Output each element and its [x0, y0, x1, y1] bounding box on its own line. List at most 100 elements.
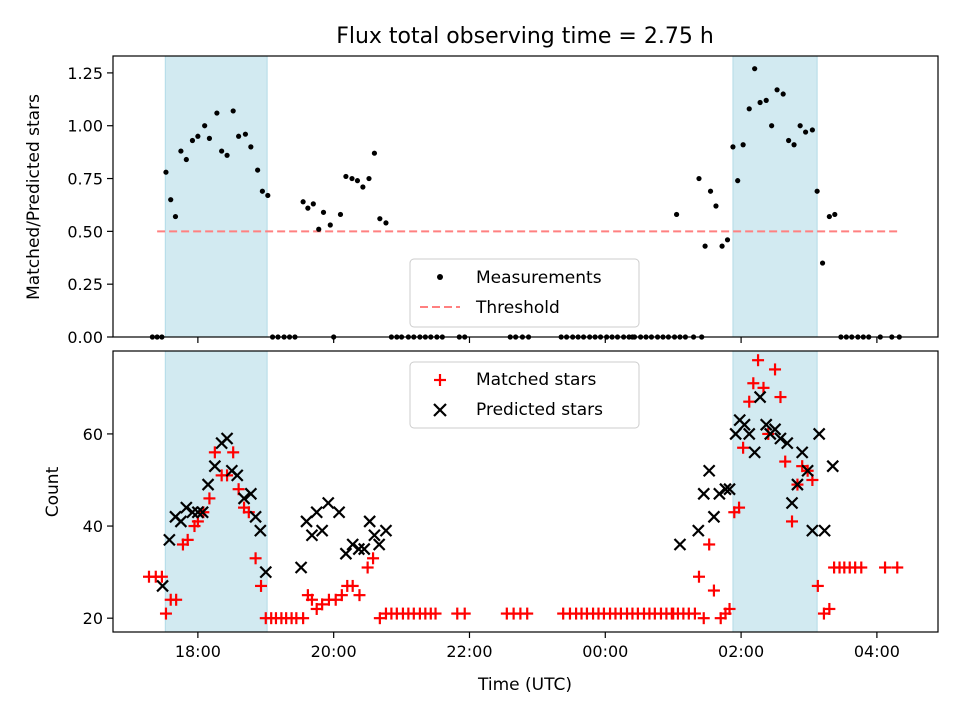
matched-stars-point [769, 363, 782, 376]
measurement-point [337, 211, 344, 218]
predicted-stars-point [795, 446, 809, 459]
predicted-stars-point [300, 515, 313, 528]
chart-title: Flux total observing time = 2.75 h [336, 24, 714, 49]
measurement-point [724, 237, 731, 243]
predicted-stars-point [379, 524, 393, 537]
measurement-point [713, 203, 719, 209]
measurement-point [230, 108, 236, 114]
predicted-stars-point [321, 496, 335, 510]
predicted-stars-point [230, 469, 244, 482]
measurement-point [719, 243, 725, 249]
predicted-stars-point [738, 418, 751, 431]
bottom-y-tick-label: 20 [83, 609, 103, 628]
matched-stars-point [170, 593, 183, 606]
measurement-point [797, 123, 803, 129]
matched-stars-point [458, 607, 471, 620]
measurement-point [752, 66, 758, 72]
predicted-stars-point [774, 432, 787, 445]
predicted-stars-point [310, 505, 323, 519]
matched-stars-point [811, 579, 824, 592]
top-y-tick-label: 0.75 [67, 170, 103, 189]
matched-stars-point [703, 538, 716, 551]
matched-stars-point [155, 570, 168, 583]
predicted-stars-point [742, 427, 756, 441]
measurement-point [371, 150, 378, 156]
predicted-stars-point [806, 524, 819, 537]
x-tick-label: 02:00 [718, 642, 764, 661]
measurement-point [255, 167, 261, 173]
measurement-point [366, 175, 372, 182]
measurement-point [746, 106, 752, 112]
legend-marker-measurements [437, 274, 443, 280]
measurement-point [172, 213, 179, 220]
measurement-point [265, 192, 271, 199]
predicted-stars-point [186, 505, 199, 519]
measurement-point [377, 216, 383, 222]
matched-stars-point [692, 570, 705, 583]
measurement-point [360, 184, 366, 190]
matched-stars-point [774, 391, 787, 404]
predicted-stars-point [368, 528, 381, 542]
legend-label-threshold: Threshold [475, 298, 560, 318]
predicted-stars-point [707, 510, 721, 524]
measurement-point [316, 226, 322, 232]
x-tick-label: 22:00 [446, 642, 492, 661]
bottom-legend: Matched stars Predicted stars [409, 361, 640, 429]
top-axes-frame [112, 55, 939, 338]
matched-stars-point [181, 533, 194, 546]
matched-stars-point [743, 395, 756, 408]
predicted-stars-point [249, 510, 262, 524]
measurement-point [178, 148, 184, 154]
matched-stars-point [747, 377, 760, 390]
predicted-stars-point [191, 505, 205, 519]
measurement-point [183, 156, 189, 163]
predicted-stars-point [352, 542, 366, 556]
predicted-stars-point [315, 524, 329, 537]
predicted-stars-point [818, 524, 831, 537]
matched-stars-point [823, 602, 836, 615]
top-observing-window-1 [164, 55, 268, 338]
x-tick-label: 00:00 [582, 642, 628, 661]
predicted-stars-point [294, 561, 308, 574]
matched-stars-point [891, 561, 904, 574]
matched-stars-point [346, 579, 359, 592]
predicted-stars-point [826, 459, 840, 473]
predicted-stars-point [259, 565, 273, 579]
matched-stars-point [242, 506, 255, 519]
matched-stars-point [249, 552, 262, 565]
matched-stars-point [208, 446, 221, 459]
matched-stars-point [707, 584, 720, 597]
predicted-stars-point [254, 524, 267, 537]
predicted-stars-point [723, 482, 736, 496]
measurement-point [819, 260, 826, 266]
predicted-stars-point [174, 515, 188, 528]
predicted-stars-point [244, 487, 258, 501]
measurement-point [259, 188, 265, 194]
matched-stars-point [367, 552, 380, 565]
measurement-point [236, 133, 242, 139]
matched-stars-point [752, 354, 765, 367]
x-tick-label: 04:00 [854, 642, 900, 661]
matched-stars-point [723, 602, 736, 615]
predicted-stars-point [748, 446, 761, 459]
matched-stars-point [255, 579, 268, 592]
top-legend: Measurements Threshold [409, 258, 640, 328]
measurement-point [696, 175, 702, 182]
measurement-point [195, 133, 201, 139]
matched-stars-point [757, 381, 770, 394]
measurement-point [707, 188, 714, 194]
measurement-point [349, 175, 355, 182]
x-tick-label: 20:00 [311, 642, 357, 661]
bottom-y-tick-label: 60 [83, 425, 103, 444]
predicted-stars-point [372, 538, 386, 551]
measurement-point [163, 169, 169, 175]
measurement-point [814, 188, 820, 194]
measurement-point [832, 211, 838, 218]
matched-stars-point [361, 561, 374, 574]
measurement-point [780, 91, 786, 97]
measurement-point [354, 178, 361, 184]
matched-stars-point [737, 441, 750, 454]
predicted-stars-point [196, 505, 209, 519]
predicted-stars-point [673, 538, 687, 551]
